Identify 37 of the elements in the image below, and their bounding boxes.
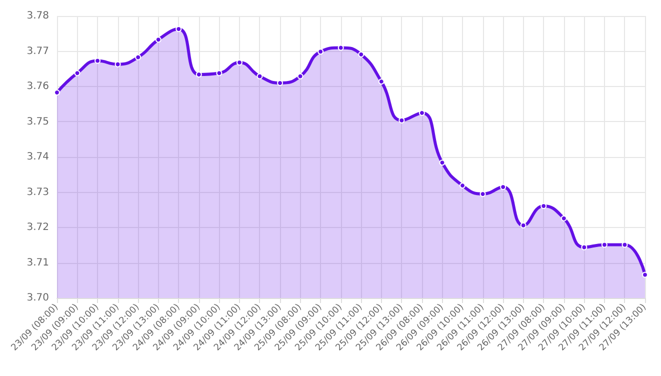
point bbox=[378, 78, 384, 85]
point bbox=[155, 36, 162, 43]
point bbox=[236, 60, 242, 66]
point bbox=[500, 184, 506, 190]
y-tick-label: 3.77 bbox=[26, 46, 49, 57]
y-tick-label: 3.78 bbox=[26, 10, 49, 22]
point bbox=[114, 61, 121, 68]
y-tick-label: 3.75 bbox=[26, 116, 49, 128]
point bbox=[418, 110, 425, 116]
point bbox=[196, 72, 202, 78]
y-tick-label: 3.71 bbox=[26, 257, 49, 268]
point bbox=[318, 48, 324, 55]
point bbox=[358, 51, 364, 58]
y-tick-label: 3.73 bbox=[26, 186, 49, 198]
y-tick-label: 3.72 bbox=[26, 222, 49, 233]
point bbox=[338, 44, 344, 51]
point bbox=[216, 70, 222, 76]
point bbox=[135, 54, 142, 60]
point bbox=[297, 73, 304, 80]
point bbox=[622, 242, 628, 248]
point bbox=[176, 26, 182, 32]
point bbox=[256, 73, 263, 80]
y-tick-label: 3.74 bbox=[26, 152, 49, 162]
point bbox=[277, 80, 284, 86]
point bbox=[601, 242, 608, 248]
point bbox=[74, 70, 80, 76]
point bbox=[439, 160, 446, 166]
point bbox=[94, 58, 101, 64]
point bbox=[581, 244, 588, 250]
point bbox=[460, 182, 466, 189]
point bbox=[520, 222, 526, 228]
point bbox=[540, 203, 547, 209]
y-tick-label: 3.76 bbox=[26, 81, 49, 92]
point bbox=[480, 191, 486, 198]
point bbox=[560, 215, 567, 222]
y-tick-label: 3.70 bbox=[26, 292, 49, 304]
point bbox=[398, 117, 405, 124]
